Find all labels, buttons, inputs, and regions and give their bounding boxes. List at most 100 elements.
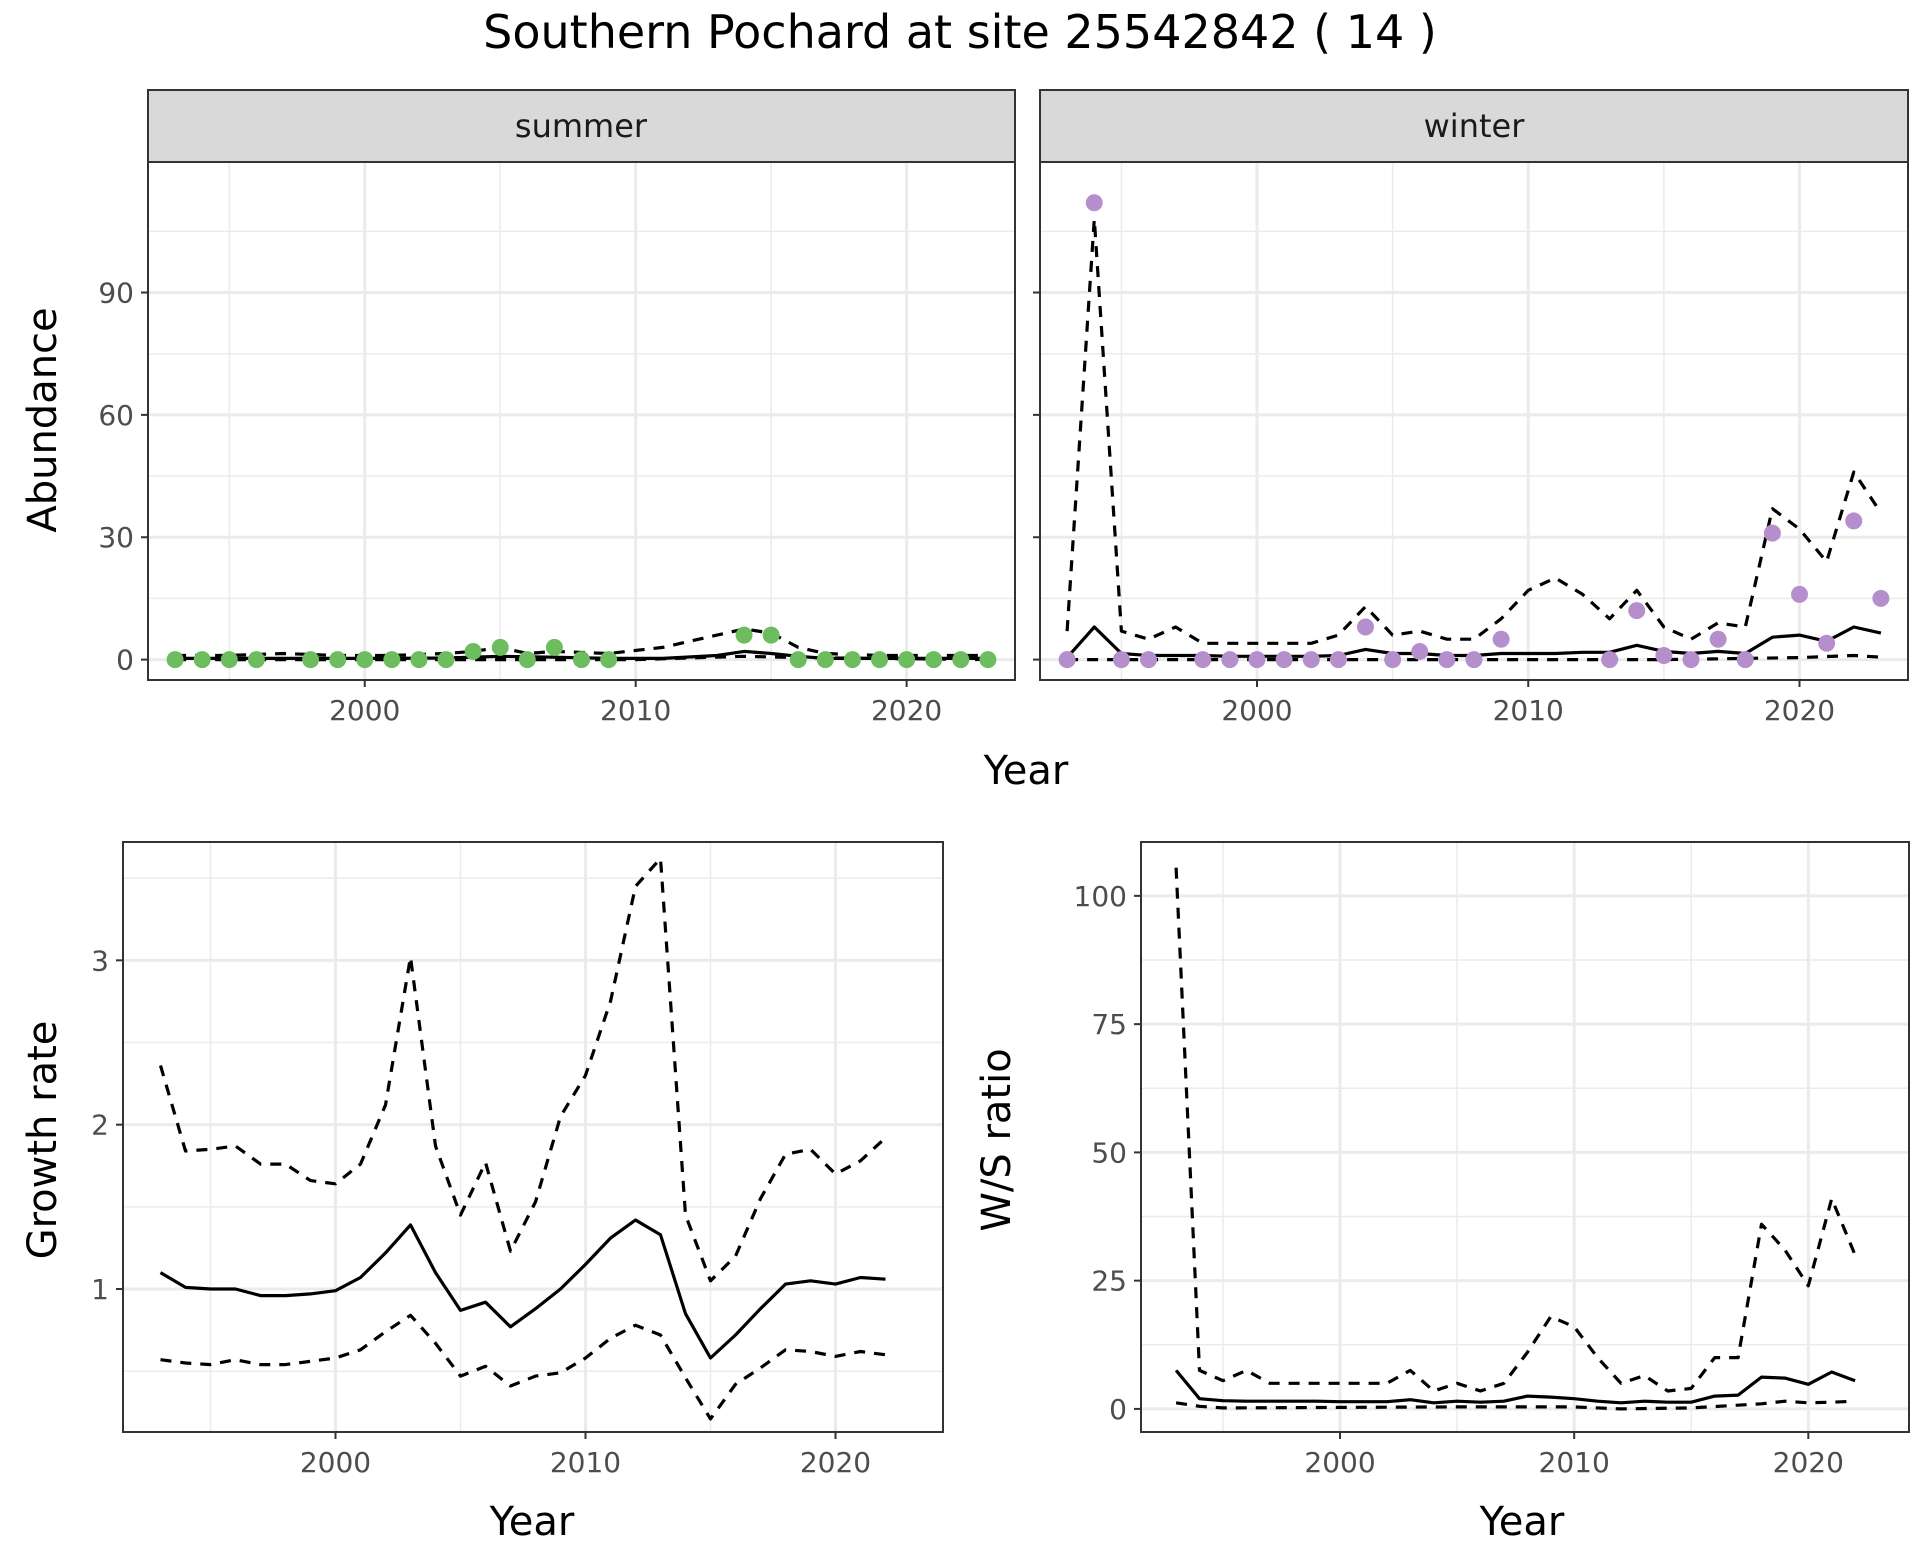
summer-data-point	[220, 651, 238, 669]
summer-data-point	[735, 626, 753, 644]
winter-data-point	[1628, 602, 1646, 620]
summer-y-tick-label: 90	[98, 277, 134, 310]
summer-x-tick-label: 2000	[329, 694, 400, 727]
ws-dashed-bound-line-1	[1174, 867, 1857, 1393]
winter-plot-background	[1040, 162, 1908, 680]
summer-data-point	[329, 651, 347, 669]
winter-x-tick-label: 2020	[1764, 694, 1835, 727]
summer-y-tick-label: 60	[98, 399, 134, 432]
winter-data-point	[1492, 630, 1510, 648]
summer-data-point	[573, 651, 590, 669]
ws-plot-background	[1141, 842, 1909, 1432]
growth-plot-background	[123, 842, 943, 1432]
winter-data-point	[1682, 651, 1700, 669]
winter-x-tick-label: 2010	[1493, 694, 1564, 727]
winter-x-tick-label: 2000	[1221, 694, 1292, 727]
winter-dashed-bound-line-2	[1067, 653, 1882, 662]
winter-strip	[1039, 89, 1909, 163]
ws-x-tick-label: 2000	[1304, 1446, 1375, 1479]
winter-data-point	[1085, 194, 1103, 212]
ws-dashed-bound-line-2	[1175, 1399, 1856, 1411]
growth-y-tick-label: 1	[91, 1273, 109, 1306]
winter-data-point	[1329, 651, 1347, 669]
winter-data-point	[1709, 630, 1727, 648]
winter-data-point	[1791, 585, 1808, 603]
summer-data-point	[464, 642, 482, 660]
summer-data-point	[898, 651, 916, 669]
summer-y-tick-label: 0	[116, 644, 134, 677]
growth-estimate-line-0	[159, 1218, 886, 1360]
winter-data-point	[1194, 651, 1212, 669]
summer-data-point	[843, 651, 861, 669]
summer-data-point	[383, 651, 401, 669]
winter-data-point	[1845, 512, 1863, 530]
growth-x-tick-label: 2010	[550, 1446, 621, 1479]
winter-data-point	[1357, 618, 1374, 636]
summer-data-point	[871, 651, 889, 669]
growth-dashed-bound-line-1	[158, 856, 887, 1283]
growth-y-tick-label: 3	[91, 944, 109, 977]
summer-data-point	[410, 651, 428, 669]
winter-facet-panel: winter 2000 2010 2020	[1033, 89, 1909, 727]
ws-y-tick-label: 100	[1074, 880, 1127, 913]
growth-rate-panel: 2000 2010 2020 1 2 3	[91, 841, 944, 1479]
summer-data-point	[491, 638, 509, 656]
abundance-x-axis-title: Year	[983, 748, 1069, 794]
ws-x-tick-label: 2010	[1539, 1446, 1610, 1479]
winter-data-point	[1655, 647, 1673, 665]
ws-y-tick-label: 25	[1091, 1265, 1127, 1298]
winter-data-point	[1438, 651, 1456, 669]
summer-panel-border	[147, 161, 1016, 681]
winter-data-point	[1384, 651, 1402, 669]
summer-data-point	[979, 651, 997, 669]
growth-y-axis-title: Growth rate	[20, 1021, 66, 1260]
winter-data-point	[1058, 651, 1076, 669]
summer-data-point	[789, 651, 807, 669]
summer-data-point	[545, 638, 563, 656]
summer-plot-background	[148, 162, 1015, 680]
winter-data-point	[1275, 651, 1293, 669]
growth-panel-border	[122, 841, 944, 1433]
ws-y-tick-label: 0	[1109, 1393, 1127, 1426]
ws-x-axis-title: Year	[1479, 1499, 1565, 1545]
growth-dashed-bound-line-2	[160, 1313, 886, 1421]
summer-facet-panel: summer 2000 2010 2020 0 30 60 90	[98, 89, 1016, 727]
growth-x-tick-label: 2020	[800, 1446, 871, 1479]
summer-data-point	[193, 651, 211, 669]
winter-data-point	[1248, 651, 1266, 669]
summer-strip	[147, 89, 1016, 163]
summer-x-tick-label: 2010	[600, 694, 671, 727]
summer-data-point	[356, 651, 374, 669]
winter-data-point	[1736, 651, 1754, 669]
winter-data-point	[1140, 651, 1157, 669]
summer-data-point	[302, 651, 320, 669]
ws-y-tick-label: 75	[1091, 1008, 1127, 1041]
summer-data-point	[600, 651, 618, 669]
growth-y-tick-label: 2	[91, 1109, 109, 1142]
ws-y-axis-title: W/S ratio	[974, 1048, 1020, 1231]
summer-data-point	[518, 651, 536, 669]
summer-data-point	[762, 626, 780, 644]
ws-y-tick-label: 50	[1091, 1136, 1127, 1169]
winter-data-point	[1601, 651, 1619, 669]
winter-panel-border	[1039, 161, 1909, 681]
summer-data-point	[166, 651, 184, 669]
summer-data-point	[437, 651, 455, 669]
winter-data-point	[1763, 524, 1781, 542]
winter-data-point	[1302, 651, 1320, 669]
winter-data-point	[1872, 589, 1890, 607]
winter-data-point	[1221, 651, 1239, 669]
winter-data-point	[1818, 634, 1836, 652]
winter-strip-label: winter	[1424, 107, 1526, 145]
summer-data-point	[925, 651, 943, 669]
winter-data-point	[1411, 642, 1429, 660]
abundance-y-axis-title: Abundance	[20, 307, 66, 532]
ws-ratio-panel: 2000 2010 2020 0 25 50 75 100	[1074, 841, 1910, 1479]
chart-title: Southern Pochard at site 25542842 ( 14 )	[483, 5, 1437, 59]
growth-x-tick-label: 2000	[300, 1446, 371, 1479]
ws-x-tick-label: 2020	[1773, 1446, 1844, 1479]
summer-data-point	[952, 651, 970, 669]
growth-x-axis-title: Year	[489, 1499, 575, 1545]
ws-panel-border	[1140, 841, 1910, 1433]
